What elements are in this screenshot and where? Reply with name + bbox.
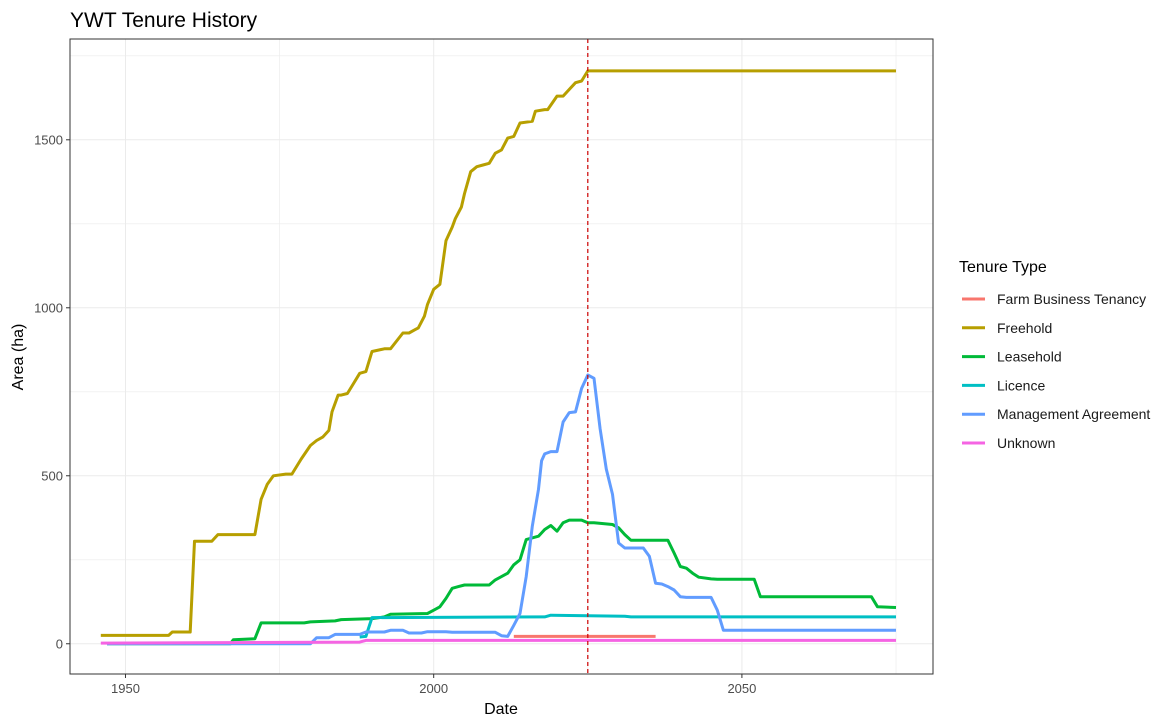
plot-border <box>69 38 934 675</box>
x-axis-title: Date <box>484 701 518 718</box>
legend-label-freehold: Freehold <box>997 320 1052 336</box>
series-line-leasehold <box>107 518 897 646</box>
series-line-management-agreement <box>107 373 896 646</box>
plot-grid <box>70 39 933 674</box>
x-tick-label: 2050 <box>727 681 756 696</box>
y-tick-label: 1000 <box>34 300 63 315</box>
series-line-licence <box>359 613 896 639</box>
series-line-freehold <box>100 69 896 637</box>
chart-title: YWT Tenure History <box>70 9 258 32</box>
legend-label-unknown: Unknown <box>997 435 1055 451</box>
legend-label-licence: Licence <box>997 377 1045 393</box>
legend-label-management-agreement: Management Agreement <box>997 406 1150 422</box>
series-line-unknown <box>100 638 896 645</box>
legend-label-farm-business-tenancy: Farm Business Tenancy <box>997 291 1146 307</box>
series-lines <box>100 69 897 646</box>
y-axis: 0 500 1000 1500 <box>34 132 70 651</box>
x-tick-label: 2000 <box>419 681 448 696</box>
x-tick-label: 1950 <box>111 681 140 696</box>
y-axis-title: Area (ha) <box>10 324 27 391</box>
y-tick-label: 500 <box>41 468 63 483</box>
legend-title: Tenure Type <box>959 259 1047 276</box>
y-tick-label: 0 <box>56 636 63 651</box>
x-axis: 1950 2000 2050 <box>111 674 756 696</box>
legend: Tenure Type Farm Business Tenancy Freehol… <box>959 259 1150 451</box>
y-tick-label: 1500 <box>34 132 63 147</box>
legend-label-leasehold: Leasehold <box>997 349 1062 365</box>
